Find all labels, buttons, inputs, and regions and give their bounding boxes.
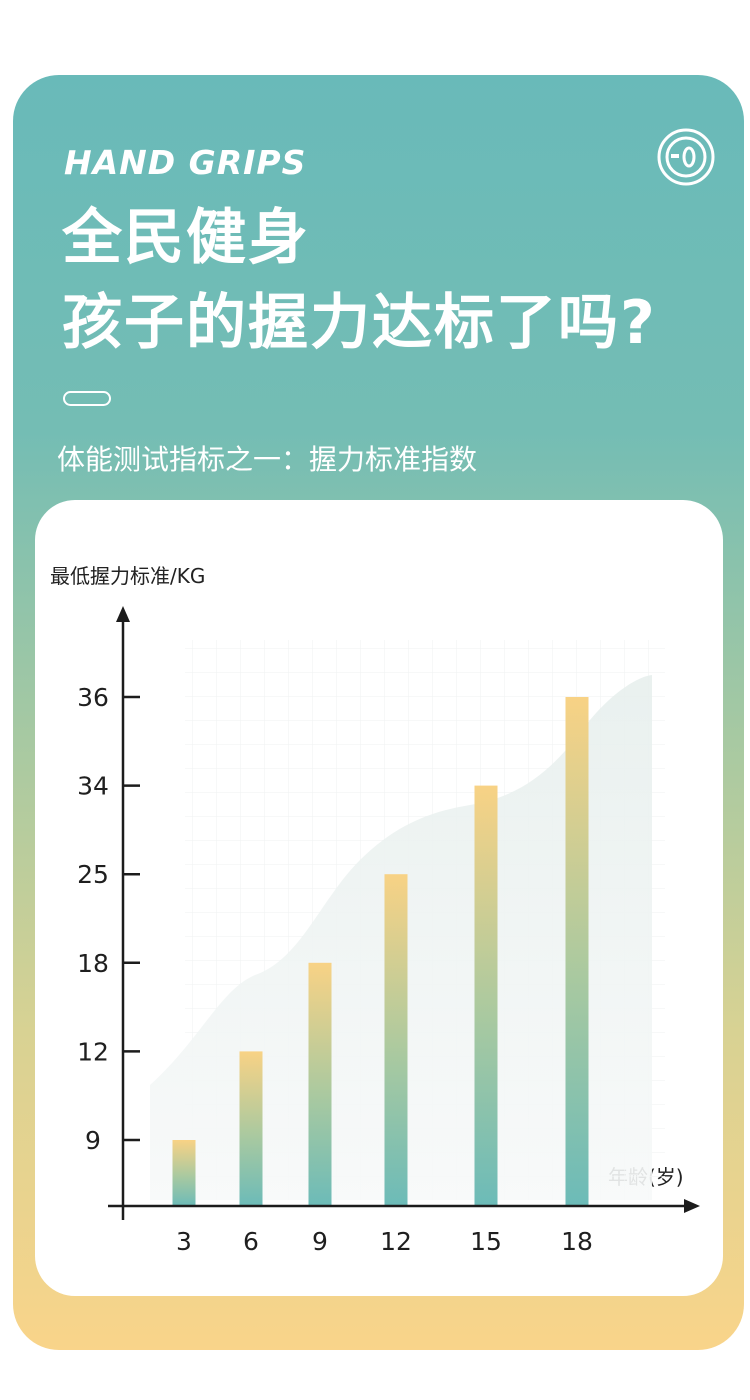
bar-age-6 [239, 1051, 263, 1206]
y-axis-arrow [116, 606, 130, 622]
y-tick-label: 36 [77, 683, 109, 712]
scale-dial-icon [657, 128, 715, 186]
bar-age-9 [308, 962, 332, 1206]
y-tick-label: 9 [85, 1126, 101, 1155]
y-tick-label: 34 [77, 772, 109, 801]
x-tick-label: 15 [470, 1227, 502, 1256]
bar-age-15 [474, 785, 498, 1206]
headline-line-1: 全民健身 [62, 203, 310, 273]
x-axis-arrow [684, 1199, 700, 1213]
bar-age-18 [565, 697, 589, 1206]
x-tick-label: 18 [561, 1227, 593, 1256]
subtitle: 体能测试指标之一：握力标准指数 [57, 443, 478, 476]
bar-age-3 [172, 1140, 196, 1206]
y-tick-label: 18 [77, 949, 109, 978]
decorative-pill [63, 391, 111, 406]
bars-group [172, 697, 589, 1206]
x-tick-label: 9 [312, 1227, 328, 1256]
y-tick-label: 25 [77, 860, 109, 889]
x-tick-label: 3 [176, 1227, 192, 1256]
x-tick-label: 6 [243, 1227, 259, 1256]
eyebrow-title: HAND GRIPS [64, 143, 307, 182]
axes [108, 606, 700, 1220]
y-tick-label: 12 [77, 1037, 109, 1066]
bar-age-12 [384, 874, 408, 1206]
y-ticks-group: 9 12 18 25 34 36 [77, 683, 140, 1155]
headline-line-2: 孩子的握力达标了吗? [62, 288, 657, 358]
y-axis-label: 最低握力标准/KG [50, 564, 206, 588]
x-ticks-group: 3 6 9 12 15 18 [176, 1227, 593, 1256]
x-tick-label: 12 [380, 1227, 412, 1256]
